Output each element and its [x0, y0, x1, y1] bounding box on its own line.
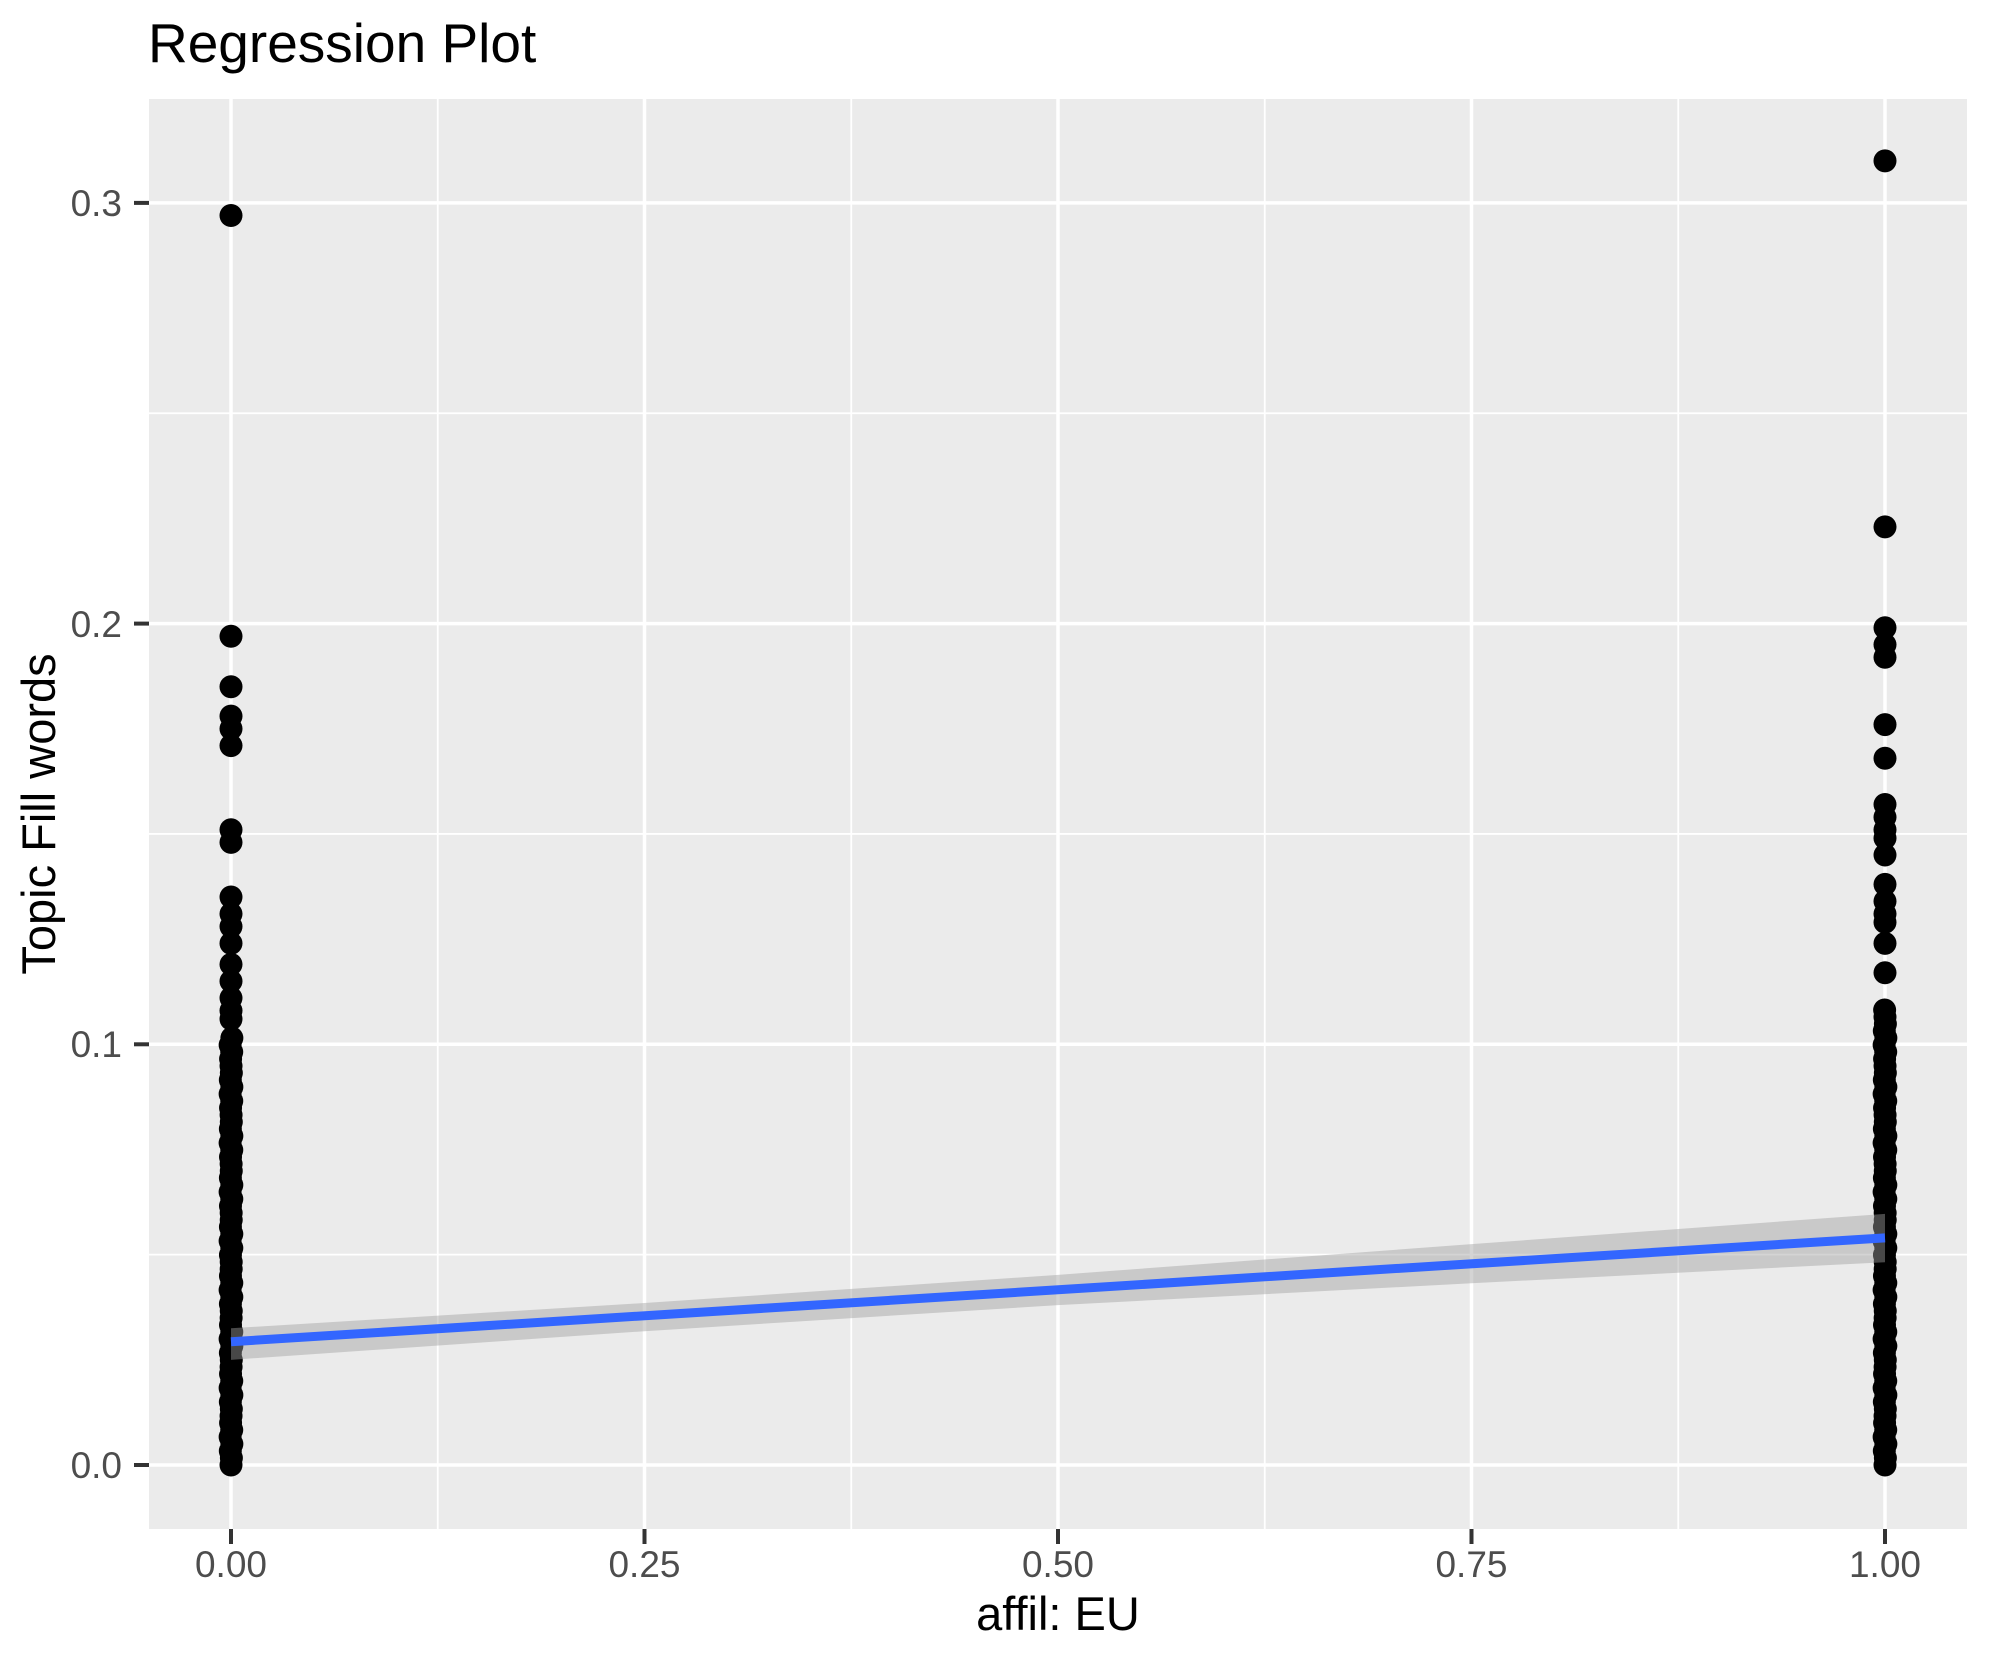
y-tick-label: 0.3 — [71, 183, 122, 224]
x-tick-label: 0.75 — [1435, 1544, 1507, 1585]
axis-tick-marks — [134, 200, 1887, 1544]
data-point — [219, 734, 243, 758]
scatter-points — [218, 149, 1898, 1477]
data-point — [219, 1007, 243, 1031]
y-axis-title: Topic Fill words — [12, 653, 65, 974]
data-point — [219, 915, 243, 939]
data-point — [1873, 515, 1897, 539]
data-point — [1873, 713, 1897, 737]
data-point — [1873, 843, 1897, 867]
data-point — [1873, 961, 1897, 985]
data-point — [1873, 910, 1897, 934]
data-point — [219, 717, 243, 741]
plot-title: Regression Plot — [148, 12, 536, 74]
data-point — [219, 624, 243, 648]
data-point — [219, 204, 243, 228]
x-tick-label: 0.25 — [608, 1544, 680, 1585]
x-axis-title: affil: EU — [976, 1587, 1140, 1640]
data-point — [219, 952, 243, 976]
data-point — [1873, 645, 1897, 669]
data-point — [219, 969, 243, 993]
data-point — [1873, 826, 1897, 850]
x-axis-tick-labels: 0.00 0.25 0.50 0.75 1.00 — [195, 1544, 1921, 1585]
data-point — [1873, 616, 1897, 640]
y-axis-tick-labels: 0.0 0.1 0.2 0.3 — [71, 183, 122, 1486]
data-point — [220, 1026, 244, 1050]
y-tick-label: 0.0 — [71, 1445, 122, 1486]
data-point — [219, 931, 243, 955]
data-point — [219, 885, 243, 909]
data-point — [1873, 746, 1897, 770]
data-point — [219, 675, 243, 699]
gridlines-major — [149, 99, 1967, 1529]
regression-line — [230, 1233, 1886, 1347]
data-point — [1873, 872, 1897, 896]
y-tick-label: 0.1 — [71, 1024, 122, 1065]
x-tick-label: 1.00 — [1849, 1544, 1921, 1585]
x-tick-label: 0.00 — [195, 1544, 267, 1585]
regression-smooth — [230, 1213, 1886, 1360]
data-point — [219, 830, 243, 854]
y-tick-label: 0.2 — [71, 604, 122, 645]
data-point — [1873, 998, 1897, 1022]
data-point — [1873, 149, 1897, 173]
x-tick-label: 0.50 — [1022, 1544, 1094, 1585]
data-point — [1873, 931, 1897, 955]
